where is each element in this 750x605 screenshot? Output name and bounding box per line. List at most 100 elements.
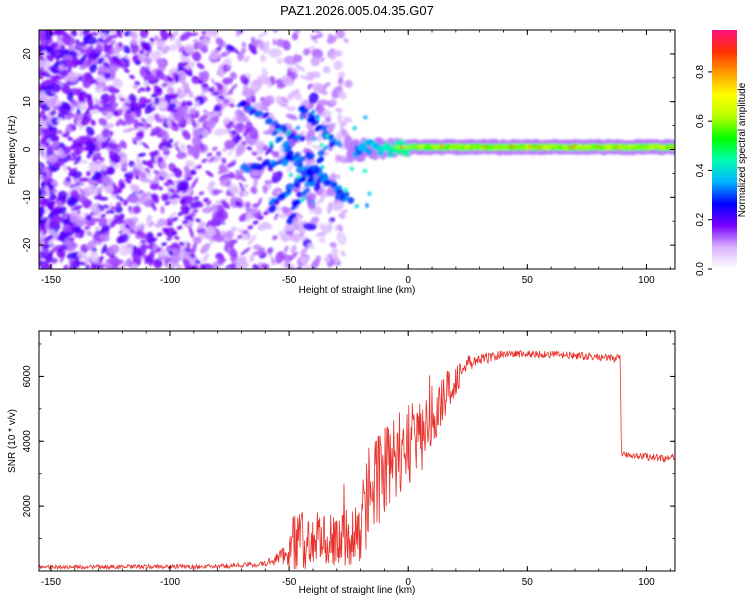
heatmap-y-tick-label: 20 bbox=[22, 48, 33, 60]
colorbar-ticks: 0.0 0.2 0.4 0.6 0.8 bbox=[695, 64, 712, 276]
heatmap-blob bbox=[319, 142, 324, 148]
heatmap-blob bbox=[321, 109, 332, 120]
snr-y-ticks: 2000 4000 6000 bbox=[22, 343, 675, 572]
heatmap-blob bbox=[328, 146, 333, 152]
heatmap-blob bbox=[272, 151, 280, 158]
heatmap-blob bbox=[151, 128, 157, 133]
heatmap-blob bbox=[173, 248, 182, 257]
heatmap-blob bbox=[158, 176, 165, 181]
heatmap-blob bbox=[252, 220, 259, 225]
heatmap-blob bbox=[76, 44, 83, 49]
heatmap-blob bbox=[86, 95, 94, 109]
heatmap-blob bbox=[228, 103, 235, 108]
heatmap-blob bbox=[171, 72, 178, 77]
heatmap-blob bbox=[192, 208, 199, 214]
heatmap-blob bbox=[263, 210, 269, 216]
heatmap-blob bbox=[198, 191, 205, 196]
heatmap-blob bbox=[211, 234, 225, 243]
heatmap-blob bbox=[132, 205, 141, 214]
heatmap-blob bbox=[338, 77, 343, 85]
heatmap-blob bbox=[218, 164, 227, 173]
heatmap-blob bbox=[132, 83, 139, 89]
heatmap-blob bbox=[208, 180, 216, 189]
heatmap-blob bbox=[108, 215, 116, 226]
heatmap-blob bbox=[248, 108, 257, 116]
heatmap-blob bbox=[175, 188, 181, 194]
heatmap-blob bbox=[52, 61, 61, 69]
snr-y-tick-label: 6000 bbox=[22, 365, 33, 388]
heatmap-blob bbox=[175, 38, 182, 47]
heatmap-blob bbox=[161, 41, 167, 52]
heatmap-blob bbox=[107, 87, 120, 94]
heatmap-blob bbox=[197, 221, 206, 230]
heatmap-blob bbox=[312, 82, 325, 93]
heatmap-blob bbox=[85, 264, 90, 269]
heatmap-blob bbox=[45, 45, 52, 54]
heatmap-blob bbox=[56, 248, 65, 259]
heatmap-blob bbox=[252, 264, 260, 269]
heatmap-blob bbox=[86, 239, 97, 251]
heatmap-blob bbox=[336, 231, 347, 245]
snr-x-tick-label: 100 bbox=[638, 577, 655, 588]
heatmap-blob bbox=[42, 171, 47, 178]
snr-plot-area: -150 -100 -50 0 50 100 2000 4000 6000 Height of… bbox=[7, 330, 676, 596]
heatmap-blob bbox=[161, 193, 170, 202]
heatmap-blob bbox=[215, 151, 222, 157]
heatmap-y-tick-label: -10 bbox=[22, 190, 33, 205]
heatmap-blob bbox=[257, 261, 263, 266]
heatmap-blob bbox=[275, 95, 284, 107]
heatmap-x-tick-label: 100 bbox=[638, 275, 655, 286]
heatmap-blob bbox=[67, 64, 72, 74]
heatmap-blob bbox=[335, 107, 343, 113]
heatmap-blob bbox=[39, 251, 45, 260]
snr-x-tick-label: -150 bbox=[41, 577, 61, 588]
heatmap-blob bbox=[329, 241, 337, 248]
heatmap-blob bbox=[60, 212, 67, 222]
heatmap-blob bbox=[240, 247, 251, 256]
heatmap-blob bbox=[150, 202, 157, 211]
colorbar-label: Normalized spectral amplitude bbox=[737, 82, 748, 217]
heatmap-blob bbox=[210, 215, 220, 228]
heatmap-x-tick-label: -100 bbox=[160, 275, 180, 286]
heatmap-blob bbox=[325, 116, 332, 123]
heatmap-blob bbox=[227, 172, 235, 179]
heatmap-blob bbox=[129, 74, 135, 80]
heatmap-blob bbox=[91, 172, 103, 181]
heatmap-blob bbox=[339, 120, 345, 130]
heatmap-blob bbox=[51, 83, 61, 93]
heatmap-blob bbox=[199, 70, 210, 84]
heatmap-blob bbox=[63, 69, 69, 76]
heatmap-blob bbox=[341, 196, 350, 203]
heatmap-blob bbox=[154, 152, 161, 162]
heatmap-blob bbox=[45, 251, 54, 260]
heatmap-blob bbox=[128, 93, 137, 103]
heatmap-blob bbox=[337, 143, 343, 148]
heatmap-blob bbox=[56, 117, 63, 123]
heatmap-blob bbox=[176, 225, 183, 230]
heatmap-blob bbox=[69, 182, 82, 188]
heatmap-blob bbox=[269, 143, 274, 149]
heatmap-blob bbox=[277, 213, 288, 219]
heatmap-blob bbox=[137, 152, 147, 158]
heatmap-blob bbox=[256, 197, 263, 207]
heatmap-blob bbox=[297, 215, 302, 229]
heatmap-blob bbox=[43, 236, 51, 243]
heatmap-blob bbox=[108, 150, 115, 157]
heatmap-blob bbox=[218, 68, 225, 78]
heatmap-blob bbox=[53, 163, 59, 169]
heatmap-blob bbox=[347, 197, 355, 204]
heatmap-blob bbox=[111, 34, 119, 39]
heatmap-blob bbox=[62, 163, 67, 173]
heatmap-blob bbox=[205, 170, 214, 177]
snr-x-tick-label: -100 bbox=[160, 577, 180, 588]
heatmap-blob bbox=[145, 98, 152, 104]
heatmap-blob bbox=[101, 244, 107, 255]
heatmap-blob bbox=[337, 112, 343, 124]
heatmap-blob bbox=[88, 150, 95, 155]
heatmap-blob bbox=[234, 255, 247, 266]
heatmap-blob bbox=[70, 30, 78, 37]
heatmap-blob bbox=[185, 100, 193, 107]
colorbar: 0.0 0.2 0.4 0.6 0.8 Normalized spectral ampl… bbox=[695, 30, 748, 276]
heatmap-blob bbox=[103, 204, 110, 209]
